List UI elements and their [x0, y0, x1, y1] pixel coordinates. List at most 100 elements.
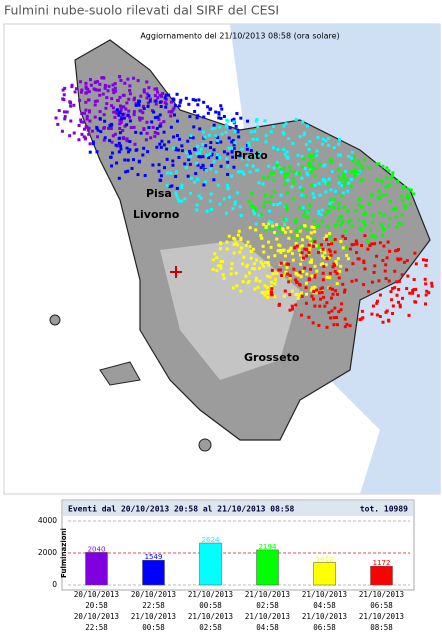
lightning-dot — [258, 152, 262, 156]
lightning-dot — [307, 147, 311, 151]
lightning-dot — [147, 86, 151, 90]
lightning-dot — [294, 117, 298, 121]
lightning-dot — [104, 106, 108, 110]
lightning-dot — [312, 297, 316, 301]
lightning-dot — [109, 127, 113, 131]
lightning-dot — [230, 174, 234, 178]
lightning-dot — [141, 153, 145, 157]
lightning-dot — [112, 110, 116, 114]
lightning-dot — [145, 120, 149, 124]
lightning-dot — [327, 136, 331, 140]
lightning-dot — [288, 308, 292, 312]
lightning-dot — [132, 96, 136, 100]
lightning-dot — [409, 188, 413, 192]
lightning-dot — [341, 172, 345, 176]
lightning-dot — [304, 281, 308, 285]
lightning-dot — [241, 280, 245, 284]
lightning-dot — [248, 226, 252, 230]
lightning-dot — [329, 253, 333, 257]
lightning-dot — [256, 168, 260, 172]
lightning-dot — [154, 102, 158, 106]
lightning-dot — [216, 264, 220, 268]
lightning-dot — [305, 254, 309, 258]
lightning-dot — [157, 163, 161, 167]
lightning-dot — [84, 108, 88, 112]
lightning-dot — [317, 182, 321, 186]
lightning-dot — [119, 144, 123, 148]
lightning-dot — [304, 142, 308, 146]
lightning-dot — [265, 285, 269, 289]
lightning-dot — [334, 260, 338, 264]
lightning-dot — [257, 181, 261, 185]
lightning-dot — [346, 209, 350, 213]
lightning-dot — [350, 243, 354, 247]
lightning-dot — [425, 258, 429, 262]
lightning-dot — [254, 279, 258, 283]
lightning-dot — [202, 183, 206, 187]
bar — [256, 549, 279, 586]
lightning-dot — [386, 224, 390, 228]
lightning-dot — [264, 226, 268, 230]
lightning-dot — [335, 323, 339, 327]
lightning-dot — [80, 132, 84, 136]
lightning-dot — [342, 290, 346, 294]
lightning-dot — [270, 287, 274, 291]
lightning-dot — [198, 155, 202, 159]
lightning-dot — [317, 243, 321, 247]
lightning-dot — [241, 170, 245, 174]
lightning-dot — [196, 114, 200, 118]
lightning-dot — [54, 116, 58, 120]
lightning-dot — [154, 99, 158, 103]
lightning-dot — [291, 307, 295, 311]
lightning-dot — [177, 155, 181, 159]
lightning-dot — [172, 106, 176, 110]
lightning-dot — [288, 248, 292, 252]
lightning-dot — [313, 183, 317, 187]
lightning-dot — [320, 220, 324, 224]
lightning-dot — [378, 196, 382, 200]
lightning-dot — [61, 97, 65, 101]
lightning-dot — [132, 76, 136, 80]
lightning-dot — [273, 282, 277, 286]
lightning-dot — [343, 237, 347, 241]
lightning-dot — [117, 141, 121, 145]
lightning-dot — [316, 250, 320, 254]
lightning-dot — [251, 153, 255, 157]
page-title: Fulmini nube-suolo rilevati dal SIRF del… — [4, 3, 279, 18]
lightning-dot — [330, 296, 334, 300]
lightning-dot — [312, 289, 316, 293]
lightning-dot — [77, 124, 81, 128]
lightning-dot — [102, 138, 106, 142]
lightning-dot — [317, 209, 321, 213]
bar — [313, 562, 336, 586]
lightning-dot — [218, 156, 222, 160]
lightning-dot — [322, 264, 326, 268]
lightning-dot — [296, 153, 300, 157]
lightning-dot — [337, 310, 341, 314]
lightning-dot — [311, 192, 315, 196]
lightning-dot — [193, 180, 197, 184]
lightning-dot — [336, 168, 340, 172]
lightning-dot — [349, 177, 353, 181]
lightning-dot — [216, 139, 220, 143]
lightning-dot — [112, 91, 116, 95]
lightning-dot — [267, 224, 271, 228]
x-tick-label: 21/10/2013 — [131, 612, 176, 621]
lightning-dot — [337, 175, 341, 179]
lightning-dot — [357, 197, 361, 201]
lightning-dot — [239, 214, 243, 218]
lightning-dot — [302, 133, 306, 137]
lightning-dot — [313, 275, 317, 279]
lightning-dot — [247, 141, 251, 145]
lightning-dot — [78, 80, 82, 84]
lightning-dot — [254, 208, 258, 212]
lightning-dot — [229, 272, 233, 276]
lightning-dot — [334, 289, 338, 293]
lightning-dot — [339, 224, 343, 228]
lightning-dot — [256, 285, 260, 289]
lightning-dot — [207, 156, 211, 160]
lightning-dot — [401, 198, 405, 202]
lightning-dot — [307, 251, 311, 255]
lightning-dot — [388, 200, 392, 204]
lightning-dot — [384, 310, 388, 314]
